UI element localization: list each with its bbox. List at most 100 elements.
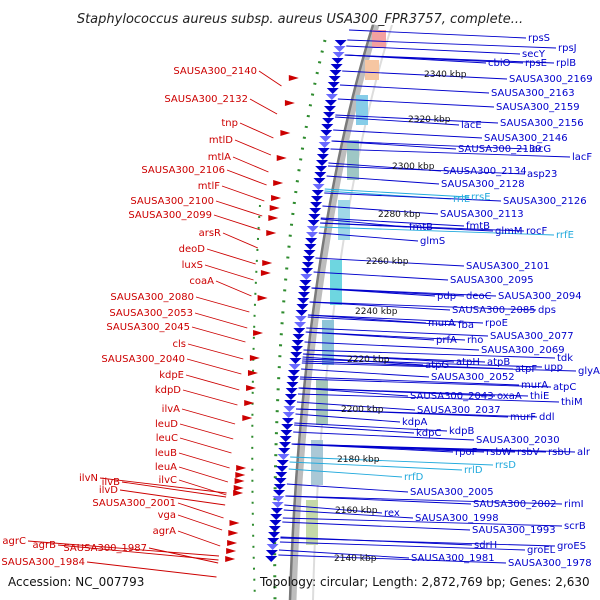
gene-label[interactable]: rrlD — [464, 465, 483, 476]
gene-label[interactable]: rsbU — [548, 447, 571, 458]
gene-label[interactable]: cls — [173, 339, 187, 350]
gene-label[interactable]: lacF — [572, 152, 592, 163]
gene-label[interactable]: SAUSA300_2080 — [110, 292, 194, 303]
gene-label[interactable]: SAUSA300_1984 — [1, 557, 85, 568]
gene-label[interactable]: groES — [557, 541, 586, 552]
gene-label[interactable]: leuB — [155, 448, 177, 459]
gene-label[interactable]: fba — [458, 320, 474, 331]
gene-label[interactable]: fmtB — [409, 222, 433, 233]
gene-label[interactable]: rpoF — [455, 447, 478, 458]
gene-label[interactable]: murA — [428, 318, 455, 329]
gene-label[interactable]: kdpB — [449, 426, 474, 437]
gene-label[interactable]: SAUSA300_2106 — [141, 165, 225, 176]
gene-label[interactable]: SAUSA300_2163 — [491, 88, 575, 99]
gene-label[interactable]: leuA — [155, 462, 177, 473]
gene-label[interactable]: leuC — [156, 433, 178, 444]
gene-label[interactable]: fmtB — [466, 221, 490, 232]
gene-label[interactable]: SAUSA300_2099 — [128, 210, 212, 221]
gene-label[interactable]: SAUSA300_2126 — [503, 196, 587, 207]
gene-label[interactable]: SAUSA300_2052 — [431, 372, 515, 383]
gene-label[interactable]: atpC — [553, 382, 576, 393]
gene-label[interactable]: ilvB — [102, 477, 120, 488]
gene-label[interactable]: SAUSA300_2101 — [466, 261, 550, 272]
gene-label[interactable]: rpsS — [528, 33, 550, 44]
gene-label[interactable]: SAUSA300_2128 — [441, 179, 525, 190]
gene-label[interactable]: pdp — [437, 291, 456, 302]
gene-label[interactable]: ilvC — [159, 475, 177, 486]
gene-label[interactable]: SAUSA300_2005 — [410, 487, 494, 498]
gene-label[interactable]: SAUSA300_2085 — [452, 305, 536, 316]
gene-label[interactable]: SAUSA300_2159 — [496, 102, 580, 113]
gene-label[interactable]: murF — [510, 412, 536, 423]
gene-label[interactable]: agrB — [33, 540, 57, 551]
gene-label[interactable]: SAUSA300_2030 — [476, 435, 560, 446]
gene-label[interactable]: upp — [544, 362, 563, 373]
gene-label[interactable]: rrsE — [471, 192, 491, 203]
gene-label[interactable]: SAUSA300_2139 — [458, 144, 542, 155]
gene-label[interactable]: tnp — [221, 118, 238, 129]
gene-label[interactable]: tdk — [557, 353, 573, 364]
gene-label[interactable]: agrC — [2, 536, 26, 547]
gene-label[interactable]: rpsE — [525, 58, 547, 69]
gene-label[interactable]: rplB — [556, 58, 576, 69]
gene-label[interactable]: SAUSA300_1981 — [411, 553, 495, 564]
gene-label[interactable]: ilvN — [79, 473, 98, 484]
gene-label[interactable]: secY — [522, 49, 546, 60]
gene-label[interactable]: ddl — [539, 412, 554, 423]
gene-label[interactable]: atpG — [425, 360, 449, 371]
gene-label[interactable]: vga — [158, 510, 176, 521]
gene-label[interactable]: SAUSA300_2002 — [473, 499, 557, 510]
gene-label[interactable]: SAUSA300_1993 — [472, 525, 556, 536]
gene-label[interactable]: lacE — [461, 120, 482, 131]
gene-label[interactable]: mtlD — [209, 135, 233, 146]
gene-label[interactable]: SAUSA300_2100 — [130, 196, 214, 207]
gene-label[interactable]: atpH — [456, 357, 480, 368]
gene-label[interactable]: SAUSA300_2001 — [92, 498, 176, 509]
gene-label[interactable]: SAUSA300_2077 — [490, 331, 574, 342]
gene-label[interactable]: glmS — [420, 236, 445, 247]
gene-label[interactable]: agrA — [153, 526, 177, 537]
gene-label[interactable]: rrsD — [495, 460, 516, 471]
gene-label[interactable]: SAUSA300_2132 — [164, 94, 248, 105]
gene-label[interactable]: prfA — [436, 335, 457, 346]
gene-label[interactable]: cbiO — [488, 58, 511, 69]
gene-label[interactable]: glmM — [495, 226, 523, 237]
gene-label[interactable]: SAUSA300_2095 — [450, 275, 534, 286]
gene-label[interactable]: thiM — [561, 397, 583, 408]
gene-label[interactable]: SAUSA300_2053 — [109, 308, 193, 319]
gene-label[interactable]: thiE — [530, 391, 549, 402]
gene-label[interactable]: rrfD — [404, 472, 424, 483]
gene-label[interactable]: rrlE — [453, 194, 470, 205]
gene-label[interactable]: ilvA — [162, 404, 180, 415]
gene-label[interactable]: rocF — [526, 226, 548, 237]
gene-label[interactable]: ilvD — [99, 485, 118, 496]
gene-label[interactable]: atpB — [487, 357, 510, 368]
gene-label[interactable]: SAUSA300_1998 — [415, 513, 499, 524]
gene-label[interactable]: groEL — [527, 545, 556, 556]
gene-label[interactable]: SAUSA300_1987 — [63, 543, 147, 554]
gene-label[interactable]: leuD — [155, 419, 178, 430]
gene-label[interactable]: rex — [384, 508, 400, 519]
gene-label[interactable]: rimI — [564, 499, 584, 510]
gene-label[interactable]: rrfE — [556, 230, 574, 241]
gene-label[interactable]: oxaA — [497, 391, 522, 402]
gene-label[interactable]: alr — [577, 447, 591, 458]
gene-label[interactable]: SAUSA300_2134 — [443, 166, 527, 177]
gene-label[interactable]: rsbV — [517, 447, 540, 458]
gene-label[interactable]: SAUSA300_2040 — [101, 354, 185, 365]
gene-label[interactable]: lacG — [529, 144, 551, 155]
gene-label[interactable]: arsR — [199, 228, 221, 239]
gene-label[interactable]: sdrH — [474, 540, 497, 551]
gene-label[interactable]: kdpD — [155, 385, 181, 396]
gene-label[interactable]: SAUSA300_2113 — [440, 209, 524, 220]
gene-label[interactable]: SAUSA300_2043 — [410, 391, 494, 402]
gene-label[interactable]: luxS — [182, 260, 203, 271]
gene-label[interactable]: deoC — [466, 291, 492, 302]
gene-label[interactable]: glyA — [578, 366, 600, 377]
gene-label[interactable]: deoD — [179, 244, 206, 255]
gene-label[interactable]: murA — [521, 380, 548, 391]
gene-label[interactable]: mtlF — [198, 181, 220, 192]
gene-label[interactable]: SAUSA300_2146 — [484, 133, 568, 144]
gene-label[interactable]: scrB — [564, 521, 586, 532]
